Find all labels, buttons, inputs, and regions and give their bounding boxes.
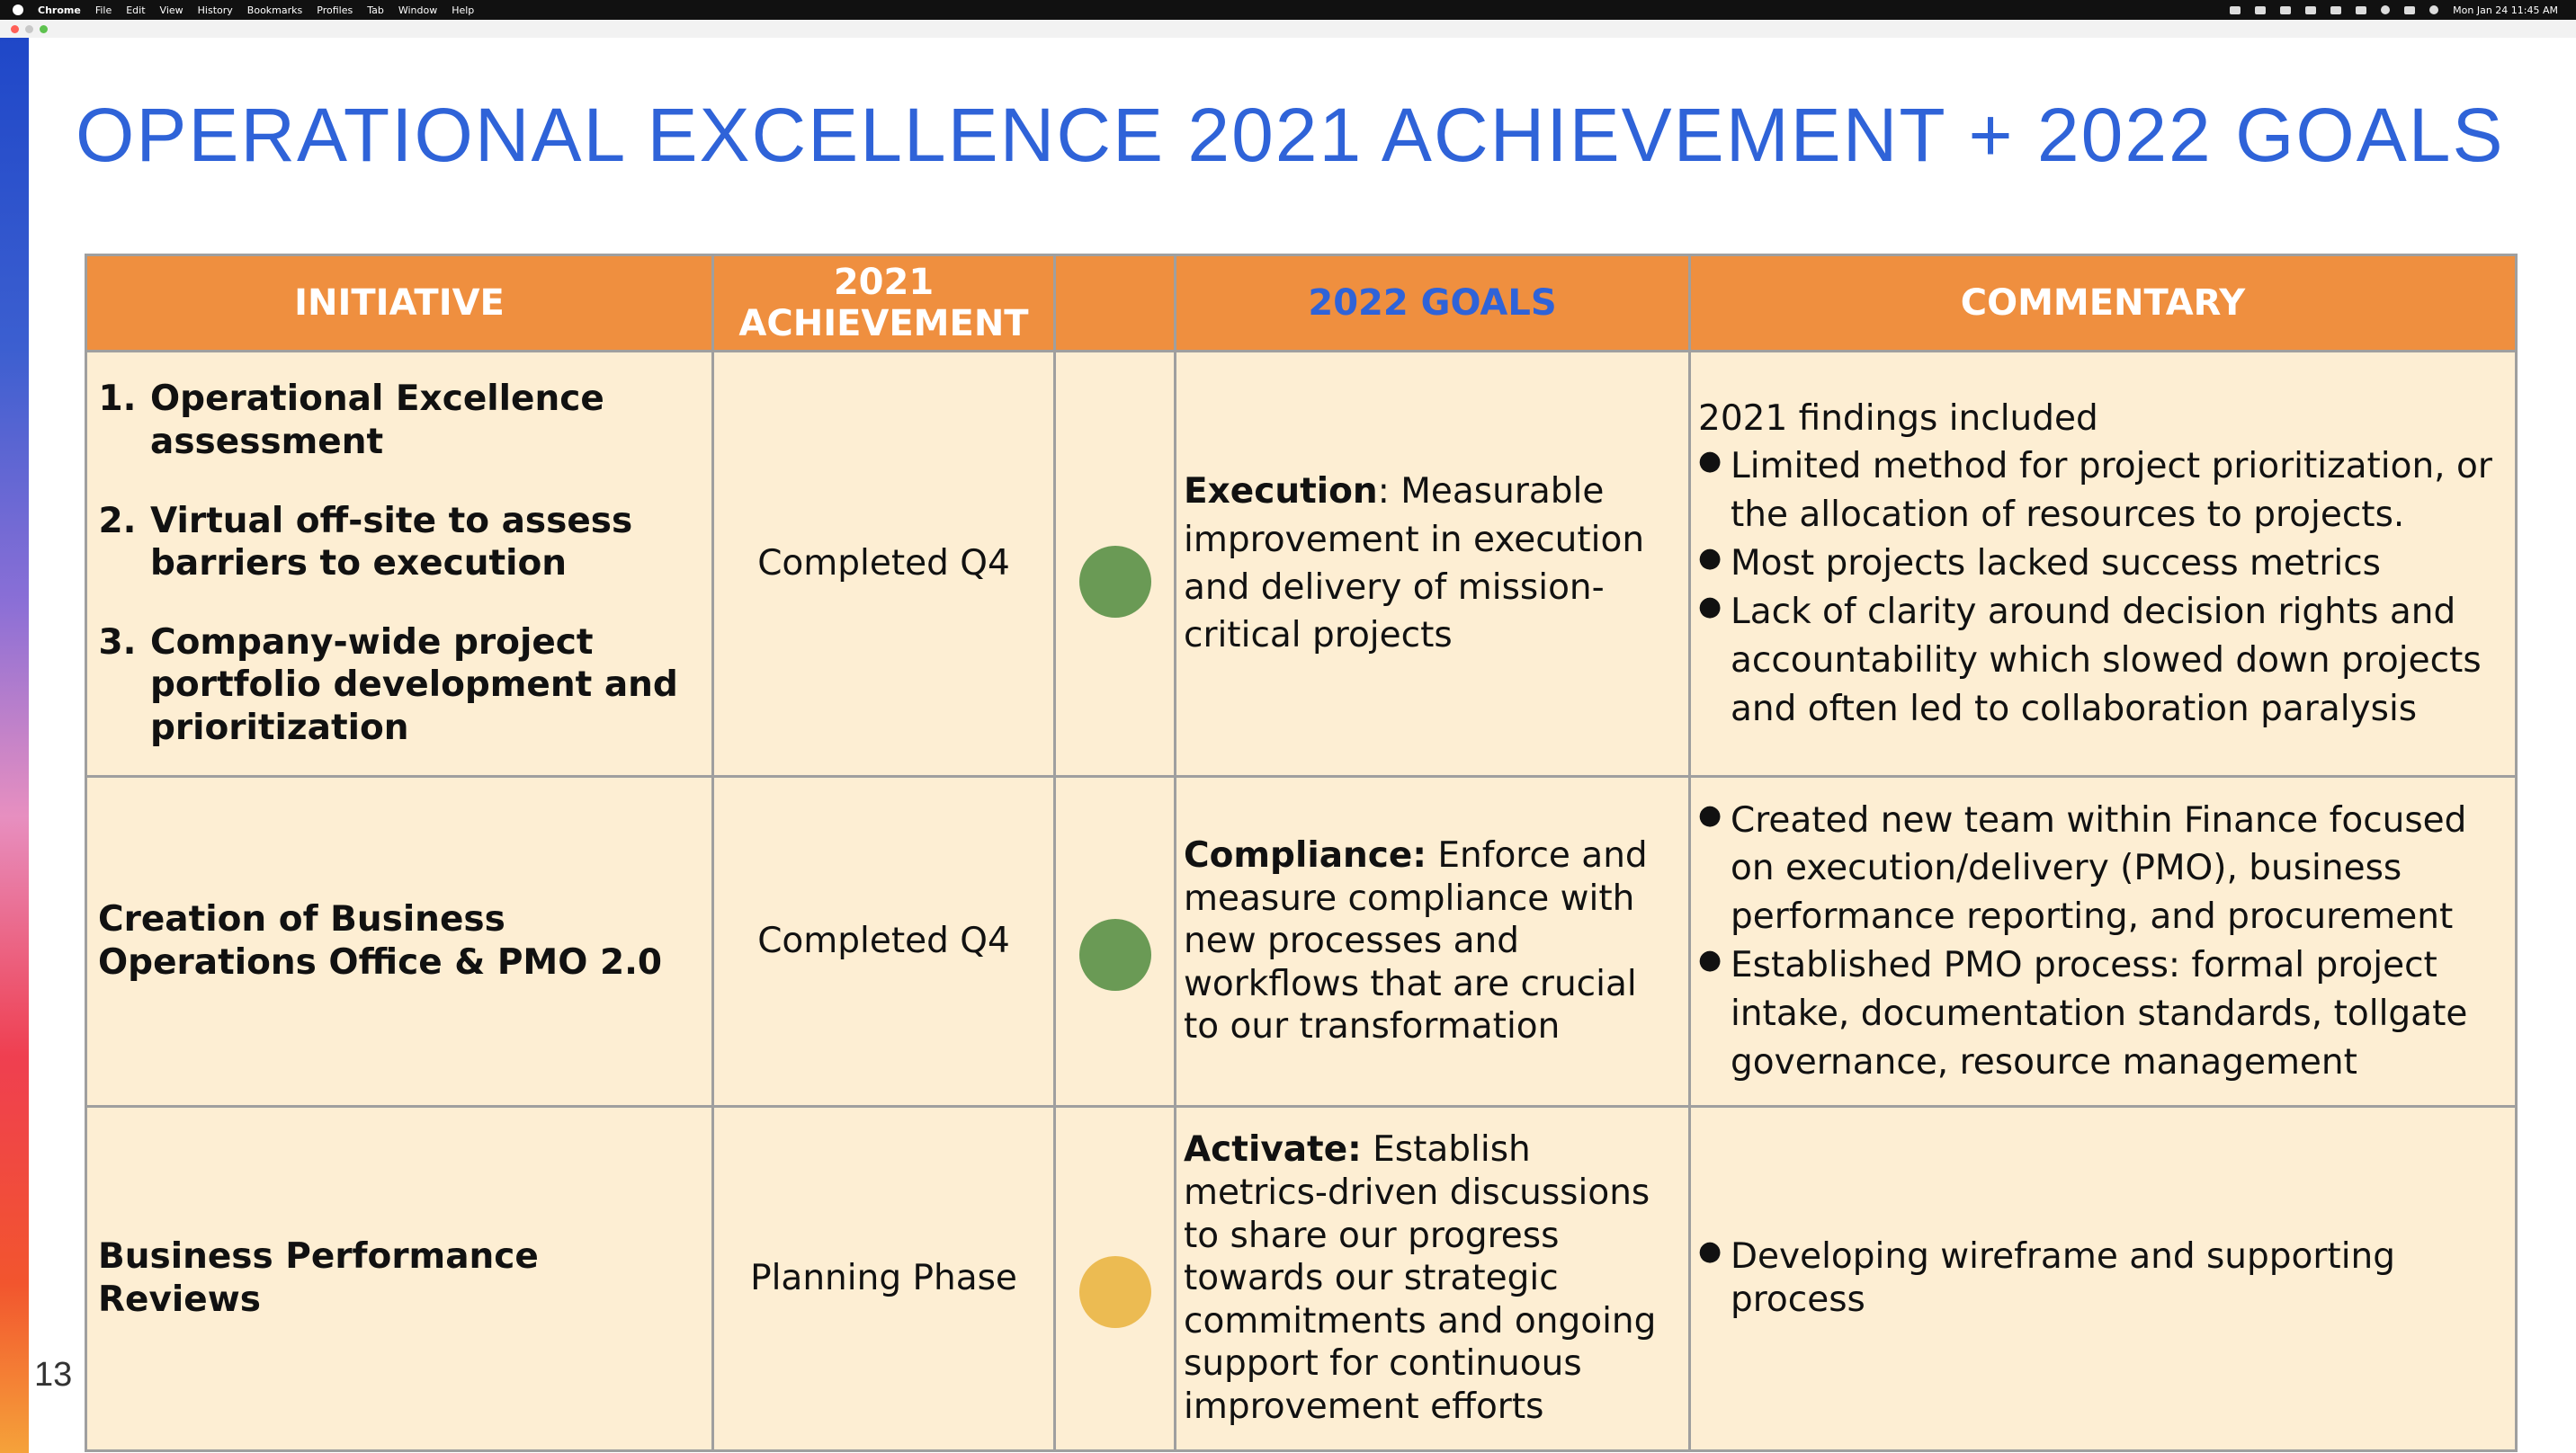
table-row: Operational Excellence assessment Virtua… [85, 350, 2518, 778]
achievement-cell: Planning Phase [711, 1105, 1056, 1452]
header-commentary: COMMENTARY [1688, 254, 2518, 352]
menu-file[interactable]: File [94, 4, 112, 16]
commentary-cell: Created new team within Finance focused … [1688, 775, 2518, 1108]
calendar-icon[interactable] [2280, 5, 2292, 14]
goal-cell: Activate: Establish metrics-driven discu… [1174, 1105, 1691, 1452]
menu-bookmarks[interactable]: Bookmarks [246, 4, 303, 16]
initiative-cell: Creation of Business Operations Office &… [85, 775, 714, 1108]
goal-description: Enforce and measure compliance with new … [1184, 835, 1648, 1047]
goal-text: Activate: Establish metrics-driven discu… [1176, 1128, 1688, 1428]
gradient-side-strip [0, 38, 29, 1453]
goal-cell: Compliance: Enforce and measure complian… [1174, 775, 1691, 1108]
menu-help[interactable]: Help [452, 4, 475, 16]
status-cell [1053, 775, 1176, 1108]
header-goals: 2022 GOALS [1174, 254, 1691, 352]
list-item: Lack of clarity around decision rights a… [1698, 588, 2506, 733]
header-achievement-line1: 2021 [833, 262, 935, 303]
list-item: Company-wide project portfolio developme… [148, 621, 711, 750]
commentary-intro: 2021 findings included [1698, 397, 2098, 439]
menu-clock[interactable]: Mon Jan 24 11:45 AM [2453, 4, 2558, 16]
wifi-icon[interactable] [2356, 5, 2367, 14]
commentary: 2021 findings included Limited method fo… [1691, 395, 2515, 734]
header-achievement-line2: ACHIEVEMENT [738, 303, 1029, 344]
commentary-list: Created new team within Finance focused … [1698, 797, 2506, 1087]
status-dot-green [1078, 546, 1151, 618]
list-item: Established PMO process: formal project … [1698, 941, 2506, 1086]
window-titlebar [0, 20, 2576, 39]
achievement-cell: Completed Q4 [711, 775, 1056, 1108]
status-cell [1053, 1105, 1176, 1452]
screen-icon[interactable] [2230, 5, 2241, 14]
apple-icon[interactable] [13, 4, 23, 15]
list-item: Virtual off-site to assess barriers to e… [148, 500, 711, 585]
table-header-row: INITIATIVE 2021 ACHIEVEMENT 2022 GOALS C… [85, 254, 2518, 352]
header-achievement: 2021 ACHIEVEMENT [711, 254, 1056, 352]
status-dot-yellow [1078, 1256, 1151, 1328]
menu-history[interactable]: History [197, 4, 233, 16]
menu-edit[interactable]: Edit [126, 4, 146, 16]
list-item: Most projects lacked success metrics [1698, 539, 2506, 588]
menu-view[interactable]: View [159, 4, 183, 16]
initiative-cell: Business Performance Reviews [85, 1105, 714, 1452]
menu-bar-right: Mon Jan 24 11:45 AM [2230, 4, 2576, 16]
list-item: Developing wireframe and supporting proc… [1698, 1235, 2506, 1321]
table-row: Business Performance Reviews Planning Ph… [85, 1105, 2518, 1452]
status-cell [1053, 350, 1176, 778]
bluetooth-icon[interactable] [2305, 5, 2317, 14]
minimize-window-icon[interactable] [25, 25, 33, 33]
control-center-icon[interactable] [2404, 5, 2416, 14]
goal-label: Compliance: [1184, 835, 1427, 877]
achievement-cell: Completed Q4 [711, 350, 1056, 778]
goal-text: Compliance: Enforce and measure complian… [1176, 834, 1688, 1048]
goal-description: Establish metrics-driven discussions to … [1184, 1129, 1657, 1427]
list-item: Limited method for project prioritizatio… [1698, 442, 2506, 539]
menu-bar-left: Chrome File Edit View History Bookmarks … [0, 4, 474, 16]
commentary: Developing wireframe and supporting proc… [1691, 1235, 2515, 1321]
initiative-list: Operational Excellence assessment Virtua… [87, 378, 711, 749]
commentary-cell: Developing wireframe and supporting proc… [1688, 1105, 2518, 1452]
close-window-icon[interactable] [11, 25, 19, 33]
slide: OPERATIONAL EXCELLENCE 2021 ACHIEVEMENT … [29, 38, 2576, 1453]
goal-text: Execution: Measurable improvement in exe… [1176, 468, 1688, 660]
upload-icon[interactable] [2255, 5, 2267, 14]
goal-description: : Measurable improvement in execution an… [1184, 471, 1645, 656]
commentary: Created new team within Finance focused … [1691, 797, 2515, 1087]
menu-profiles[interactable]: Profiles [317, 4, 353, 16]
header-initiative: INITIATIVE [85, 254, 714, 352]
goal-cell: Execution: Measurable improvement in exe… [1174, 350, 1691, 778]
list-item: Operational Excellence assessment [148, 378, 711, 463]
fullscreen-window-icon[interactable] [40, 25, 48, 33]
initiative-text: Business Performance Reviews [98, 1235, 539, 1320]
page-number: 13 [34, 1356, 73, 1394]
goal-label: Activate: [1184, 1129, 1362, 1171]
search-icon[interactable] [2381, 5, 2391, 14]
initiative-cell: Operational Excellence assessment Virtua… [85, 350, 714, 778]
list-item: Created new team within Finance focused … [1698, 797, 2506, 941]
table-row: Creation of Business Operations Office &… [85, 775, 2518, 1108]
initiative-text: Creation of Business Operations Office &… [98, 898, 663, 983]
commentary-cell: 2021 findings included Limited method fo… [1688, 350, 2518, 778]
initiatives-table: INITIATIVE 2021 ACHIEVEMENT 2022 GOALS C… [85, 254, 2518, 1452]
commentary-list: Limited method for project prioritizatio… [1698, 442, 2506, 733]
menu-window[interactable]: Window [398, 4, 438, 16]
siri-icon[interactable] [2429, 5, 2439, 14]
menu-app-name[interactable]: Chrome [38, 4, 81, 16]
slide-title: OPERATIONAL EXCELLENCE 2021 ACHIEVEMENT … [76, 93, 2505, 177]
commentary-list: Developing wireframe and supporting proc… [1698, 1235, 2506, 1321]
status-dot-green [1078, 919, 1151, 991]
battery-icon[interactable] [2330, 5, 2342, 14]
header-status [1053, 254, 1176, 352]
menu-tab[interactable]: Tab [367, 4, 384, 16]
goal-label: Execution [1184, 471, 1378, 513]
menu-bar: Chrome File Edit View History Bookmarks … [0, 0, 2576, 20]
